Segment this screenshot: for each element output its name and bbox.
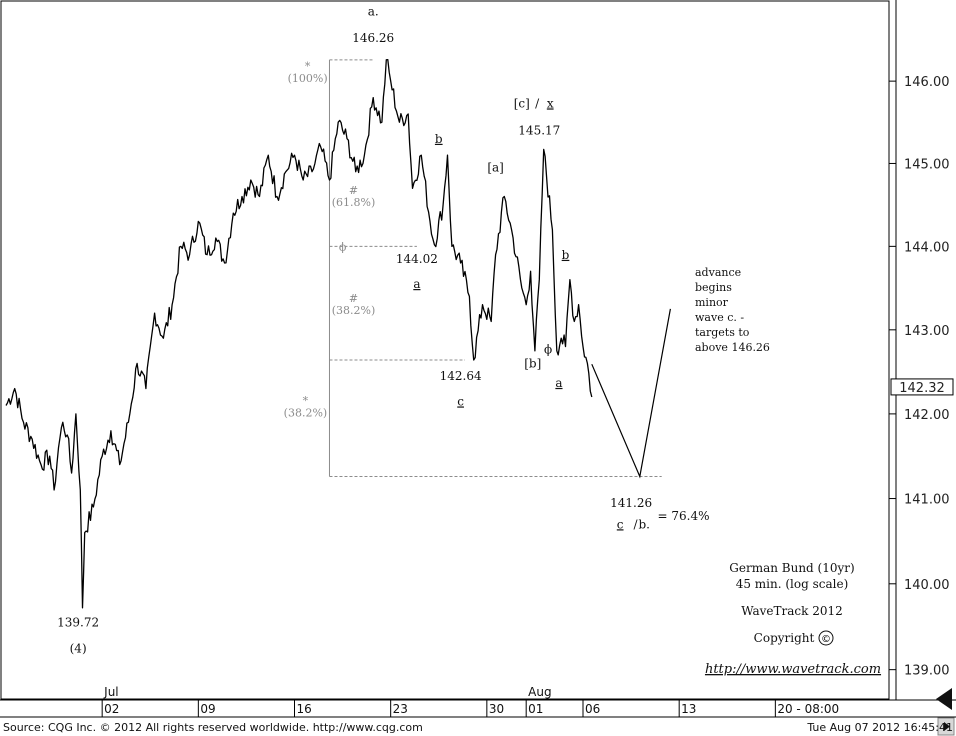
fib-symbol: ϕ bbox=[339, 240, 347, 253]
wave-label: / bbox=[535, 96, 540, 110]
phi-marker: ϕ bbox=[544, 342, 552, 356]
y-tick-label: 146.00 bbox=[904, 75, 950, 90]
y-tick-label: 140.00 bbox=[904, 578, 950, 593]
wave-label: [b] bbox=[524, 357, 541, 371]
y-tick-label: 142.00 bbox=[904, 408, 950, 423]
forecast-line bbox=[591, 308, 671, 479]
wave-label: 144.02 bbox=[396, 252, 438, 266]
wave-label: b. bbox=[638, 517, 650, 531]
note-line-5: targets to bbox=[695, 326, 750, 339]
y-tick-label: 145.00 bbox=[904, 157, 950, 172]
wave-label: 146.26 bbox=[352, 31, 394, 45]
x-tick-label: 02 bbox=[104, 702, 119, 716]
last-price-label: 142.32 bbox=[899, 381, 945, 396]
fib-label: (100%) bbox=[288, 72, 328, 85]
x-axis-ticks: 02 09 16 23 30 01 06 13 20 - 08:00 Jul Aug bbox=[101, 685, 839, 717]
note-line-2: begins bbox=[695, 281, 732, 294]
wave-label: 139.72 bbox=[57, 616, 99, 630]
note-line-6: above 146.26 bbox=[695, 341, 770, 354]
plot-area bbox=[0, 0, 890, 700]
fib-symbol: * bbox=[303, 395, 309, 408]
note-line-4: wave c. - bbox=[695, 311, 744, 324]
wave-label: [c] bbox=[514, 96, 530, 110]
fib-symbol: # bbox=[349, 184, 358, 197]
x-tick-label: 20 - 08:00 bbox=[777, 702, 839, 716]
brand-label: WaveTrack 2012 bbox=[741, 604, 843, 618]
source-footer: Source: CQG Inc. © 2012 All rights reser… bbox=[3, 721, 423, 734]
y-tick-label: 139.00 bbox=[904, 664, 950, 679]
fib-label: (38.2%) bbox=[284, 407, 328, 420]
y-tick-label: 144.00 bbox=[904, 240, 950, 255]
copyright-symbol: © bbox=[821, 634, 831, 645]
instrument-title: German Bund (10yr) bbox=[729, 561, 854, 575]
website-link[interactable]: http://www.wavetrack.com bbox=[705, 662, 881, 677]
last-price-badge: 142.32 bbox=[890, 378, 954, 396]
wave-label: b bbox=[435, 132, 443, 146]
wave-label: a bbox=[555, 376, 562, 390]
wave-label: a bbox=[413, 277, 420, 291]
wave-label: 141.26 bbox=[610, 496, 652, 510]
x-tick-label: 06 bbox=[585, 702, 600, 716]
wave-label: 145.17 bbox=[518, 124, 560, 138]
price-series: ϕ bbox=[5, 58, 671, 609]
x-tick-label: 30 bbox=[489, 702, 504, 716]
wave-label: = 76.4% bbox=[658, 509, 710, 523]
timeframe-label: 45 min. (log scale) bbox=[736, 577, 849, 591]
wave-label: c bbox=[457, 394, 464, 408]
wave-label: 142.64 bbox=[440, 369, 482, 383]
fib-label: (38.2%) bbox=[332, 304, 376, 317]
wave-label: (4) bbox=[70, 641, 87, 655]
y-tick-label: 143.00 bbox=[904, 324, 950, 339]
scroll-arrow-icon bbox=[944, 722, 950, 731]
fibonacci-lines: *(100%)#(61.8%)ϕ#(38.2%)*(38.2%) bbox=[284, 59, 662, 477]
wave-label: b bbox=[562, 248, 570, 262]
note-line-3: minor bbox=[695, 296, 729, 309]
x-tick-label: 23 bbox=[393, 702, 408, 716]
month-label: Aug bbox=[528, 685, 551, 699]
wave-label: a. bbox=[368, 5, 379, 19]
wave-label: x bbox=[547, 96, 554, 110]
price-line bbox=[5, 58, 593, 609]
fib-symbol: * bbox=[305, 60, 311, 73]
wave-label: / bbox=[633, 517, 638, 531]
copyright-label: Copyright bbox=[754, 631, 815, 645]
wave-label: c bbox=[617, 517, 624, 531]
fib-label: (61.8%) bbox=[332, 196, 376, 209]
timestamp-footer: Tue Aug 07 2012 16:45:41 bbox=[806, 721, 953, 734]
x-tick-label: 01 bbox=[528, 702, 543, 716]
y-axis-ticks: 146.00 145.00 144.00 143.00 142.00 141.00 140.… bbox=[889, 75, 950, 679]
copyright-circle-icon bbox=[818, 630, 834, 646]
x-tick-label: 13 bbox=[681, 702, 696, 716]
wave-labels: a. 146.26 [c] / x 145.17 b [a] 144.02 a b [b] 142.64… bbox=[57, 5, 709, 656]
x-tick-label: 16 bbox=[297, 702, 312, 716]
month-label: Jul bbox=[103, 685, 118, 699]
scroll-right-arrow-icon[interactable] bbox=[936, 688, 952, 710]
fib-symbol: # bbox=[349, 292, 358, 305]
wave-label: [a] bbox=[487, 161, 504, 175]
note-line-1: advance bbox=[695, 266, 741, 279]
x-tick-label: 09 bbox=[200, 702, 215, 716]
last-price-box bbox=[890, 378, 954, 396]
y-tick-label: 141.00 bbox=[904, 493, 950, 508]
